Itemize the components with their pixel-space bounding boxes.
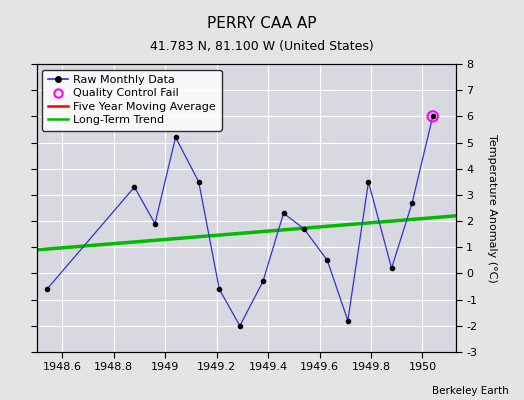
Point (429, 113, 437, 120)
Point (194, 179, 203, 185)
Legend: Raw Monthly Data, Quality Control Fail, Five Year Moving Average, Long-Term Tren: Raw Monthly Data, Quality Control Fail, … (42, 70, 222, 131)
Point (364, 179, 373, 185)
Point (408, 200, 417, 206)
Text: 41.783 N, 81.100 W (United States): 41.783 N, 81.100 W (United States) (150, 40, 374, 53)
Point (259, 278, 267, 284)
Point (215, 286, 223, 292)
Point (130, 184, 139, 190)
Point (171, 134, 180, 140)
Point (323, 257, 332, 264)
Point (43, 286, 51, 292)
Text: Berkeley Earth: Berkeley Earth (432, 386, 508, 396)
Point (151, 220, 159, 227)
Point (387, 265, 396, 272)
Text: PERRY CAA AP: PERRY CAA AP (208, 16, 316, 31)
Point (300, 226, 308, 232)
Point (279, 210, 288, 216)
Point (344, 317, 352, 324)
Point (429, 113, 437, 120)
Y-axis label: Temperature Anomaly (°C): Temperature Anomaly (°C) (487, 134, 497, 282)
Point (236, 323, 244, 329)
